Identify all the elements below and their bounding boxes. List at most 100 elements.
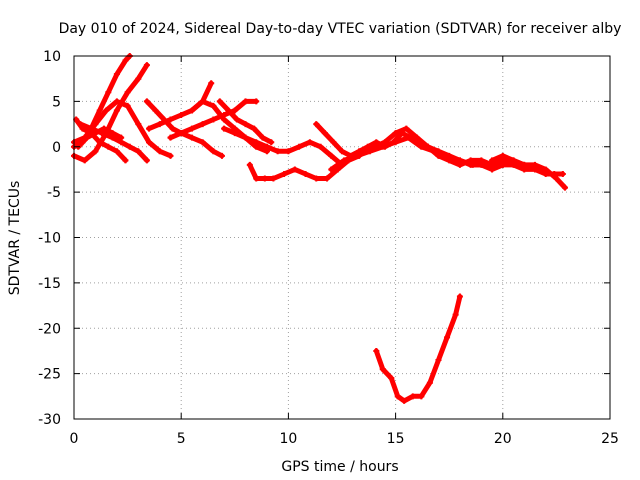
data-point	[531, 166, 538, 173]
data-point	[167, 134, 174, 141]
data-point	[143, 157, 150, 164]
data-point	[113, 148, 120, 155]
data-point	[414, 139, 421, 146]
data-point	[135, 75, 142, 82]
data-point	[231, 107, 238, 114]
data-point	[221, 125, 228, 132]
data-point	[291, 166, 298, 173]
data-point	[339, 148, 345, 155]
data-point	[233, 116, 240, 123]
data-point	[113, 107, 120, 114]
data-point	[446, 152, 453, 159]
data-point	[261, 175, 268, 182]
data-point	[317, 143, 324, 150]
data-point	[210, 102, 217, 109]
data-point	[270, 175, 277, 182]
data-point	[216, 98, 223, 105]
data-point	[156, 148, 163, 155]
data-point	[96, 107, 103, 114]
y-tick-label: -10	[38, 231, 61, 247]
data-point	[242, 98, 249, 105]
data-point	[360, 148, 367, 155]
x-axis-label: GPS time / hours	[281, 459, 398, 475]
y-tick-label: 0	[52, 140, 61, 156]
data-point	[424, 143, 431, 150]
series-line-s6	[71, 98, 173, 159]
data-point	[253, 139, 260, 146]
series-layer	[71, 53, 568, 404]
data-point	[253, 98, 260, 105]
data-point	[246, 161, 253, 168]
data-point	[253, 175, 260, 182]
x-tick-label: 15	[387, 431, 405, 447]
data-point	[296, 143, 303, 150]
data-point	[379, 366, 386, 373]
x-tick-label: 25	[601, 431, 619, 447]
data-point	[225, 107, 232, 114]
series-line-s2	[71, 62, 150, 163]
data-point	[188, 125, 195, 132]
x-tick-label: 20	[494, 431, 512, 447]
data-point	[561, 184, 568, 191]
data-point	[323, 175, 330, 182]
data-point	[156, 121, 163, 128]
data-point	[208, 80, 215, 87]
y-tick-label: -15	[38, 276, 61, 292]
data-point	[259, 134, 266, 141]
data-point	[167, 152, 174, 159]
data-point	[169, 125, 176, 132]
data-point	[489, 157, 496, 164]
data-point	[444, 334, 451, 341]
data-point	[349, 152, 356, 159]
data-point	[313, 175, 320, 182]
x-tick-label: 10	[279, 431, 297, 447]
x-tick-label: 0	[70, 431, 79, 447]
data-point	[341, 157, 348, 164]
data-point	[231, 130, 238, 137]
data-point	[122, 57, 129, 64]
data-point	[146, 139, 153, 146]
data-point	[218, 152, 225, 159]
data-point	[559, 170, 566, 177]
data-point	[426, 379, 433, 386]
data-point	[313, 121, 320, 128]
data-point	[124, 89, 131, 96]
data-point	[478, 161, 485, 168]
data-point	[178, 130, 185, 137]
data-point	[381, 139, 388, 146]
y-tick-label: -25	[38, 367, 61, 383]
data-point	[510, 161, 517, 168]
data-point	[489, 166, 496, 173]
data-point	[199, 98, 206, 105]
data-point	[409, 393, 416, 400]
data-point	[199, 139, 206, 146]
data-point	[143, 62, 150, 69]
data-point	[328, 152, 335, 159]
data-point	[81, 134, 88, 141]
data-point	[118, 134, 125, 141]
data-point	[92, 130, 99, 137]
data-point	[392, 139, 399, 146]
data-point	[109, 130, 116, 137]
data-point	[394, 393, 401, 400]
tick-labels: 0 5 10 15 20 25 -30 -25 -20 -15 -10 -5 0 5 10	[38, 49, 619, 447]
data-point	[122, 157, 129, 164]
data-point	[113, 98, 120, 105]
chart-title: Day 010 of 2024, Sidereal Day-to-day VTE…	[59, 21, 622, 37]
data-point	[268, 139, 275, 146]
ticks	[73, 55, 611, 420]
data-point	[302, 170, 309, 177]
data-point	[263, 143, 270, 150]
data-point	[285, 148, 292, 155]
data-point	[328, 166, 335, 173]
data-point	[92, 148, 99, 155]
data-point	[456, 293, 463, 300]
data-point	[101, 125, 108, 132]
data-point	[135, 148, 142, 155]
data-point	[499, 161, 506, 168]
y-axis-label: SDTVAR / TECUs	[7, 181, 23, 296]
data-point	[373, 347, 380, 354]
data-point	[405, 134, 412, 141]
data-point	[551, 170, 558, 177]
